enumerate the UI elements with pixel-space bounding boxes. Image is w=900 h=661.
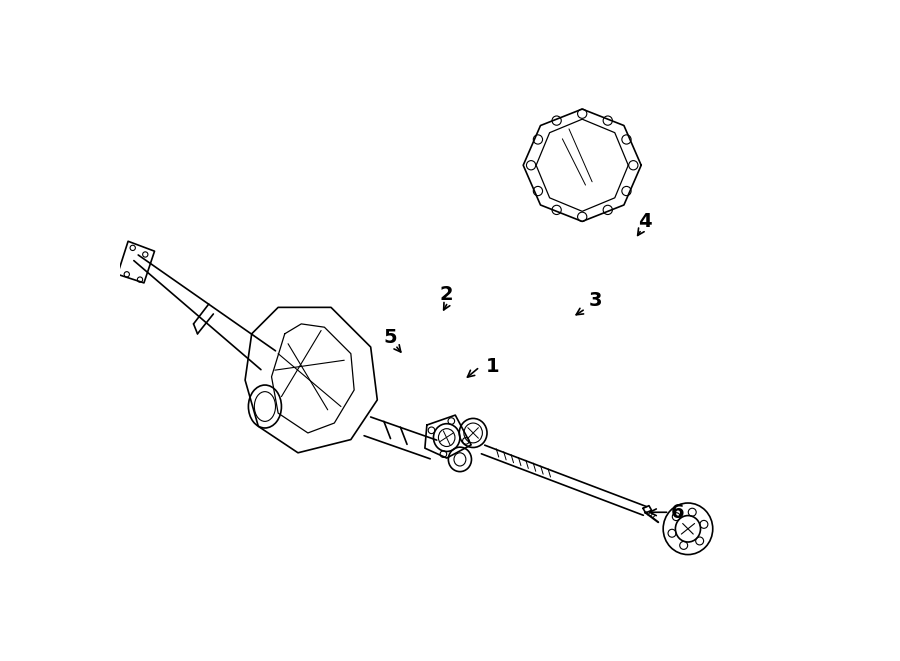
Text: 2: 2 (440, 285, 454, 303)
Text: 6: 6 (671, 503, 685, 522)
Text: 1: 1 (486, 358, 500, 376)
Text: 3: 3 (589, 292, 602, 310)
Text: 4: 4 (638, 212, 652, 231)
Text: 5: 5 (383, 328, 397, 346)
